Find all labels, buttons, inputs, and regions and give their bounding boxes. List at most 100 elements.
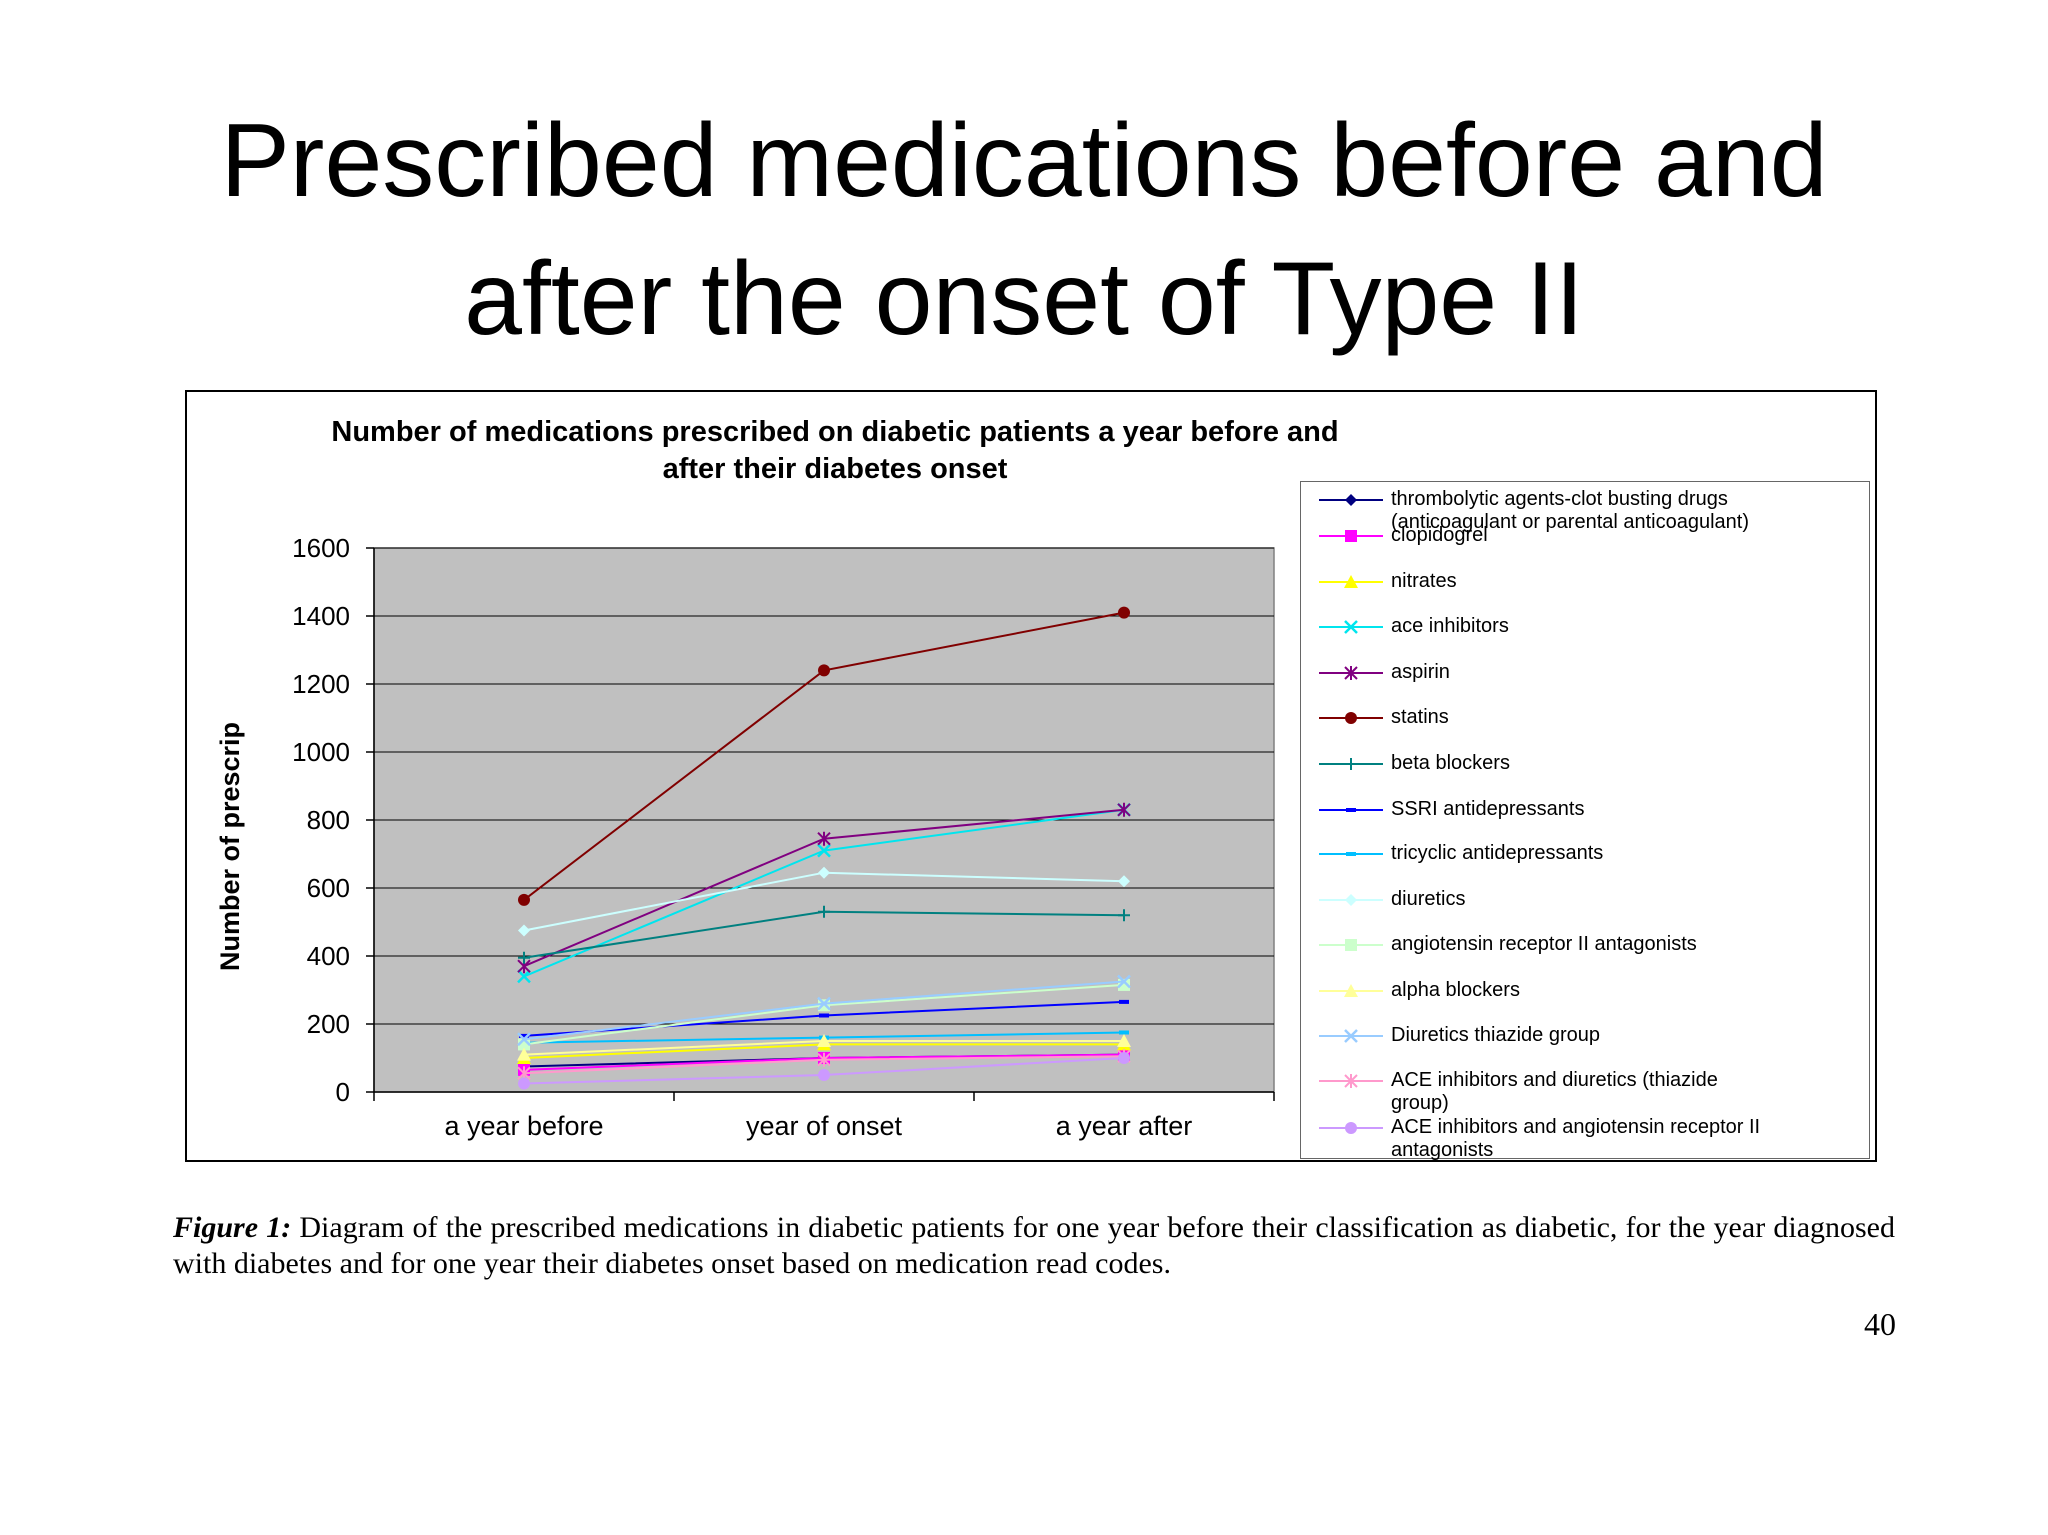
- data-point: [1117, 802, 1131, 817]
- legend-marker: [1346, 852, 1356, 856]
- slide-title: Prescribed medications before and after …: [0, 92, 2048, 368]
- legend-marker: [1345, 530, 1357, 542]
- legend-swatch: [1319, 1122, 1383, 1134]
- legend-label: thrombolytic agents-clot busting drugs (a…: [1391, 488, 1861, 534]
- data-point: [1117, 974, 1131, 989]
- legend-label-line: aspirin: [1391, 661, 1450, 683]
- legend-marker: [1345, 758, 1357, 770]
- legend-label-line: group): [1391, 1092, 1449, 1114]
- legend-marker: [1345, 1122, 1357, 1134]
- data-point: [1118, 875, 1130, 888]
- data-point: [518, 951, 530, 964]
- legend-swatch: [1319, 1074, 1383, 1088]
- data-point: [1119, 999, 1129, 1004]
- legend-swatch: [1319, 666, 1383, 680]
- data-point: [817, 843, 831, 858]
- slide-title-line2: after the onset of Type II: [464, 241, 1584, 357]
- legend-marker: [1344, 575, 1358, 588]
- legend-swatch: [1319, 712, 1383, 724]
- legend-swatch: [1319, 575, 1383, 588]
- legend-label-line: antagonists: [1391, 1139, 1494, 1161]
- legend-label-line: ace inhibitors: [1391, 615, 1509, 637]
- legend-swatch: [1319, 620, 1383, 634]
- legend-label: tricyclic antidepressants: [1391, 842, 1861, 865]
- legend-label-line: SSRI antidepressants: [1391, 798, 1585, 820]
- data-point: [818, 1069, 830, 1081]
- data-point: [1118, 909, 1130, 922]
- legend-swatch: [1319, 758, 1383, 770]
- legend-marker: [1344, 620, 1358, 634]
- legend-swatch: [1319, 894, 1383, 906]
- data-point: [818, 664, 830, 677]
- series-7: [519, 999, 1129, 1038]
- data-point: [818, 866, 830, 879]
- caption-text: Diagram of the prescribed medications in…: [173, 1211, 1896, 1280]
- data-point: [817, 1052, 831, 1067]
- legend-label: nitrates: [1391, 570, 1861, 593]
- x-tick-label: a year before: [444, 1111, 603, 1141]
- y-tick-label: 200: [307, 1009, 350, 1039]
- legend-swatch: [1319, 494, 1383, 506]
- legend-label: ace inhibitors: [1391, 615, 1861, 638]
- y-axis-label: Number of prescrip: [215, 721, 245, 971]
- legend-marker: [1345, 494, 1357, 506]
- figure-caption: Figure 1: Diagram of the prescribed medi…: [173, 1210, 1895, 1282]
- legend-label-line: tricyclic antidepressants: [1391, 842, 1604, 864]
- y-tick-label: 1000: [292, 737, 350, 767]
- x-tick-label: year of onset: [746, 1111, 903, 1141]
- data-point: [517, 1032, 531, 1047]
- data-point: [517, 1047, 531, 1061]
- data-point: [817, 831, 831, 846]
- series-11: [517, 1034, 1131, 1061]
- legend-label: angiotensin receptor II antagonists: [1391, 933, 1861, 956]
- series-9: [518, 866, 1130, 937]
- legend-label-line: angiotensin receptor II antagonists: [1391, 933, 1697, 955]
- y-tick-label: 800: [307, 805, 350, 835]
- data-point: [519, 1033, 529, 1038]
- legend-label-line: ACE inhibitors and angiotensin receptor …: [1391, 1116, 1761, 1138]
- x-tick-label: a year after: [1056, 1111, 1193, 1141]
- legend-label-line: Diuretics thiazide group: [1391, 1024, 1600, 1046]
- legend-swatch: [1319, 984, 1383, 997]
- legend-label: SSRI antidepressants: [1391, 798, 1861, 821]
- series-14: [518, 1052, 1130, 1090]
- legend-swatch: [1319, 939, 1383, 951]
- series-6: [518, 905, 1130, 964]
- legend-marker: [1346, 808, 1356, 812]
- series-12: [517, 974, 1131, 1047]
- legend-swatch: [1319, 808, 1383, 812]
- y-tick-label: 0: [336, 1077, 350, 1107]
- data-point: [518, 1077, 530, 1090]
- data-point: [817, 996, 831, 1011]
- data-point: [518, 893, 530, 906]
- y-tick-label: 1600: [292, 533, 350, 563]
- legend-label-line: alpha blockers: [1391, 979, 1520, 1001]
- legend-marker: [1344, 1074, 1358, 1088]
- legend-label-line: statins: [1391, 706, 1449, 728]
- page-number: 40: [1864, 1306, 1896, 1342]
- legend-label: beta blockers: [1391, 752, 1861, 775]
- chart-legend: thrombolytic agents-clot busting drugs (a…: [1300, 481, 1870, 1161]
- caption-label: Figure 1:: [173, 1211, 292, 1244]
- data-point: [1118, 1052, 1130, 1064]
- legend-label: statins: [1391, 706, 1861, 729]
- data-point: [517, 969, 531, 984]
- y-tick-label: 1400: [292, 601, 350, 631]
- chart-title: Number of medications prescribed on diab…: [185, 414, 1485, 488]
- chart-title-line2: after their diabetes onset: [662, 453, 1008, 485]
- legend-marker: [1344, 666, 1358, 680]
- legend-label-line: ACE inhibitors and diuretics (thiazide: [1391, 1069, 1718, 1091]
- legend-label: ACE inhibitors and diuretics (thiazide gr…: [1391, 1069, 1861, 1115]
- y-tick-label: 1200: [292, 669, 350, 699]
- legend-label: clopidogrel: [1391, 524, 1861, 547]
- legend-marker: [1344, 1029, 1358, 1043]
- data-point: [1117, 1034, 1131, 1047]
- data-point: [817, 1034, 831, 1047]
- legend-label: diuretics: [1391, 888, 1861, 911]
- legend-swatch: [1319, 1029, 1383, 1043]
- legend-marker: [1345, 894, 1357, 906]
- data-point: [518, 924, 530, 937]
- legend-label-line: nitrates: [1391, 570, 1457, 592]
- legend-label-line: diuretics: [1391, 888, 1466, 910]
